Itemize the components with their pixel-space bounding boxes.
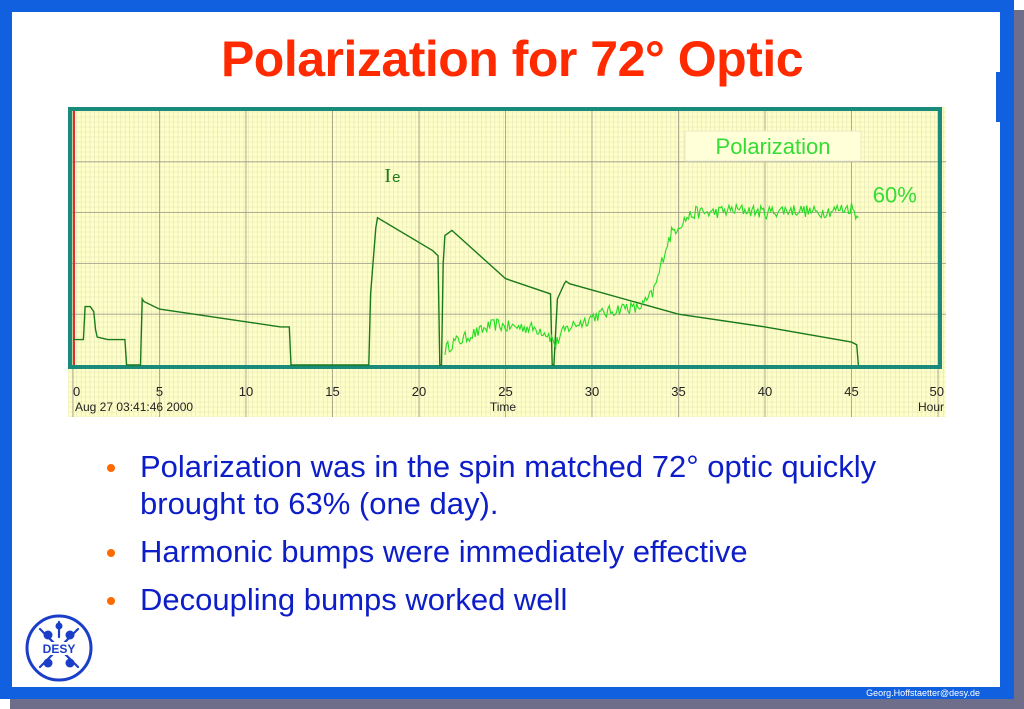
frame-shadow-right [1014,10,1024,709]
frame-top-border [0,0,1014,12]
plot-border [68,107,942,369]
annotation-60-percent-label: 60% [873,182,917,207]
annotation-ie-main: I [384,165,391,187]
chart-container: Polarization 60% Ie 0 5 10 15 20 25 30 35 40 45 50 A… [68,107,946,417]
annotation-polarization-label: Polarization [716,134,831,159]
frame-shadow-bottom [10,699,1024,709]
x-unit-label: Hour [918,400,944,414]
x-tick-labels: 0 5 10 15 20 25 30 35 40 45 50 [73,384,944,399]
bullet-dot-icon [107,597,115,605]
x-tick-label: 30 [585,384,599,399]
bullet-item: Polarization was in the spin matched 72°… [100,448,960,522]
x-tick-label: 10 [239,384,253,399]
bullet-item: Decoupling bumps worked well [100,581,960,618]
x-tick-label: 25 [498,384,512,399]
x-tick-label: 45 [844,384,858,399]
frame-left-border [0,0,12,699]
annotation-layer: Polarization 60% Ie [384,130,917,207]
annotation-polarization-box [684,130,862,162]
x-tick-label: 35 [671,384,685,399]
bullet-item: Harmonic bumps were immediately effectiv… [100,533,960,570]
x-axis-label: Time [490,400,517,414]
desy-logo: DESY [25,614,93,682]
x-tick-label: 40 [758,384,772,399]
x-tick-label: 20 [412,384,426,399]
bullet-text: Polarization was in the spin matched 72°… [140,449,877,521]
bullet-text: Harmonic bumps were immediately effectiv… [140,534,748,569]
frame-side-tab [996,72,1002,122]
bullet-dot-icon [107,549,115,557]
bullet-text: Decoupling bumps worked well [140,582,568,617]
x-tick-label: 50 [930,384,944,399]
series-ie-line [73,216,860,366]
x-tick-label: 15 [325,384,339,399]
polarization-chart: Polarization 60% Ie 0 5 10 15 20 25 30 35 40 45 50 A… [68,107,946,417]
start-timestamp: Aug 27 03:41:46 2000 [75,400,193,414]
footer-email: Georg.Hoffstaetter@desy.de [866,688,980,698]
x-tick-label: 0 [73,384,80,399]
bullet-list: Polarization was in the spin matched 72°… [100,448,960,629]
annotation-ie-subscript: e [392,169,400,186]
logo-text: DESY [43,642,76,656]
annotation-ie-label: Ie [384,165,400,187]
page-title: Polarization for 72° Optic [220,31,804,87]
x-tick-label: 5 [156,384,163,399]
bullet-dot-icon [107,464,115,472]
frame-bottom-border [0,687,1014,699]
frame-right-border [1000,12,1014,699]
series-polarization-line [444,202,859,355]
series-layer [73,202,860,366]
